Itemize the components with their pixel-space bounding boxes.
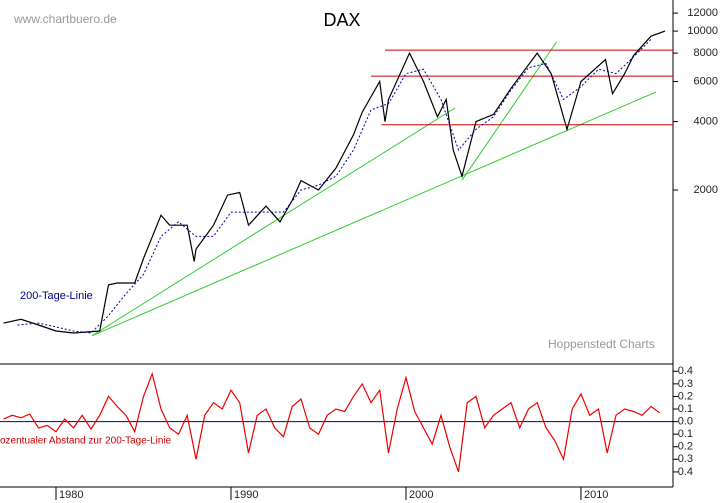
legend-entry: 200-Tage-Linie xyxy=(20,290,93,302)
trend-line xyxy=(461,41,557,181)
y-tick-label: 0.3 xyxy=(678,378,693,390)
legend-entry: ozentualer Abstand zur 200-Tage-Linie xyxy=(0,436,172,447)
source: Hoppenstedt Charts xyxy=(548,337,655,351)
x-tick-label: 2000 xyxy=(409,489,433,501)
chart-title: DAX xyxy=(323,10,360,30)
x-tick-label: 1980 xyxy=(59,489,83,501)
y-tick-label: -0.1 xyxy=(674,428,693,440)
y-tick-label: 2000 xyxy=(694,184,718,196)
series-line xyxy=(3,371,661,473)
trend-line xyxy=(91,91,657,337)
series-line xyxy=(17,38,652,334)
y-tick-label: 0.2 xyxy=(678,390,693,402)
y-tick-label: -0.4 xyxy=(674,466,693,478)
x-tick-label: 2010 xyxy=(584,489,608,501)
y-tick-label: -0.2 xyxy=(674,441,693,453)
y-tick-label: 4000 xyxy=(694,115,718,127)
y-tick-label: 12000 xyxy=(687,7,718,19)
y-tick-label: 6000 xyxy=(694,75,718,87)
y-tick-label: 8000 xyxy=(694,47,718,59)
y-tick-label: 10000 xyxy=(687,25,718,37)
y-tick-label: 0.1 xyxy=(678,403,693,415)
y-tick-label: 0.0 xyxy=(678,416,693,428)
trend-line xyxy=(91,107,456,337)
watermark: www.chartbuero.de xyxy=(13,12,117,26)
y-tick-label: 0.4 xyxy=(678,365,693,377)
x-tick-label: 1990 xyxy=(234,489,258,501)
y-tick-label: -0.3 xyxy=(674,453,693,465)
